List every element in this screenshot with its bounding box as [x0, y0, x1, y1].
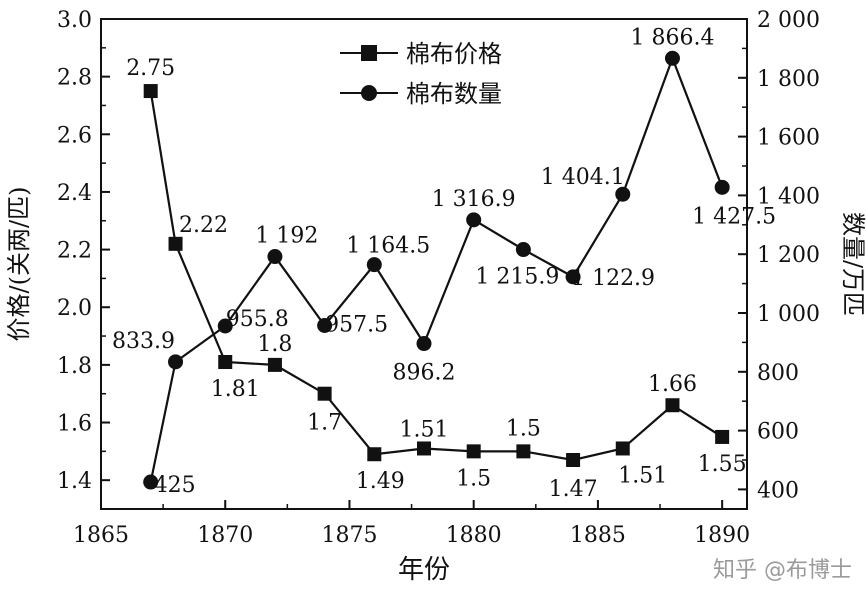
price-point	[615, 441, 630, 456]
x-axis-label: 年份	[398, 555, 450, 585]
y-right-tick-label: 1 800	[757, 67, 820, 92]
y-left-tick-label: 1.8	[57, 354, 92, 379]
y-axis-label-right: 数量/万匹	[839, 212, 866, 316]
quantity-data-label: 1 164.5	[346, 234, 430, 259]
quantity-point	[416, 336, 432, 352]
x-tick-label: 1870	[197, 523, 253, 548]
price-data-label: 1.55	[698, 452, 747, 477]
price-data-label: 1.7	[307, 411, 342, 436]
price-point	[218, 355, 233, 369]
legend: 棉布价格 棉布数量	[340, 40, 502, 108]
quantity-point	[466, 212, 482, 228]
quantity-data-label: 957.5	[325, 312, 388, 337]
legend-quantity-label: 棉布数量	[406, 80, 502, 108]
y-left-tick-label: 2.4	[57, 181, 92, 206]
legend-price-label: 棉布价格	[406, 40, 502, 68]
plot-frame	[100, 18, 748, 510]
y-left-tick-label: 1.4	[57, 469, 92, 494]
y-left-tick-label: 2.6	[57, 123, 92, 148]
quantity-data-label: 955.8	[226, 307, 289, 332]
price-point	[317, 386, 332, 401]
quantity-data-label: 1 316.9	[432, 187, 516, 212]
y-left-tick-label: 2.0	[57, 296, 92, 321]
y-right-tick-label: 600	[757, 420, 799, 445]
price-point	[665, 398, 680, 413]
quantity-point	[714, 179, 730, 195]
series-layer	[143, 50, 730, 490]
quantity-data-label: 1 427.5	[692, 204, 776, 229]
quantity-point	[168, 354, 184, 370]
x-tick-label: 1880	[446, 523, 502, 548]
quantity-point	[143, 474, 159, 490]
price-data-label: 1.81	[211, 377, 260, 402]
y-left-tick-label: 3.0	[57, 8, 92, 33]
y-right-tick-label: 2 000	[757, 8, 820, 33]
price-data-label: 1.47	[549, 477, 598, 502]
legend-quantity-marker	[361, 85, 377, 101]
y-right-tick-label: 800	[757, 361, 799, 386]
y-right-tick-label: 1 000	[757, 302, 820, 327]
y-axis-label-left: 价格/(关两/匹)	[5, 187, 33, 342]
quantity-data-label: 1 215.9	[475, 265, 559, 290]
price-point	[143, 84, 158, 99]
y-right-tick-label: 1 600	[757, 126, 820, 151]
quantity-point	[515, 242, 531, 258]
quantity-point	[317, 317, 333, 333]
price-data-label: 2.75	[126, 56, 175, 81]
price-point	[466, 444, 481, 459]
quantity-point	[664, 50, 680, 66]
quantity-data-label: 1 122.9	[571, 266, 655, 291]
price-data-label: 1.51	[618, 463, 667, 488]
price-point	[715, 429, 730, 444]
quantity-data-label: 1 192	[255, 224, 318, 249]
price-point	[367, 447, 382, 462]
price-data-label: 1.66	[648, 372, 697, 397]
y-right-tick-label: 400	[757, 478, 799, 503]
data-labels: 2.75 2.22 1.81 1.8 1.7 1.49 1.51 1.5 1.5 1.47 1.51…	[112, 25, 776, 502]
quantity-point	[366, 257, 382, 273]
quantity-data-label: 1 866.4	[630, 25, 714, 50]
quantity-data-label: 1 404.1	[541, 165, 625, 190]
quantity-point	[565, 269, 581, 285]
legend-price-marker	[361, 45, 377, 61]
x-tick-label: 1885	[570, 523, 626, 548]
price-data-label: 2.22	[179, 213, 228, 238]
x-tick-label: 1890	[694, 523, 750, 548]
price-data-label: 1.51	[400, 417, 449, 442]
price-data-label: 1.49	[356, 469, 405, 494]
quantity-data-label: 896.2	[393, 361, 456, 386]
y-right-tick-label: 1 400	[757, 184, 820, 209]
y-left-tick-label: 2.8	[57, 66, 92, 91]
y-left-tick-label: 2.2	[57, 239, 92, 264]
y-left-tick-label: 1.6	[57, 412, 92, 437]
quantity-point	[217, 318, 233, 334]
price-data-label: 1.8	[257, 332, 292, 357]
quantity-data-label: 833.9	[112, 329, 175, 354]
watermark: 知乎 @布博士	[713, 558, 852, 583]
x-tick-label: 1875	[321, 523, 377, 548]
price-data-label: 1.5	[506, 416, 541, 441]
quantity-point	[615, 186, 631, 202]
x-tick-label: 1865	[73, 523, 129, 548]
quantity-data-label: 425	[154, 473, 196, 498]
y-right-tick-label: 1 200	[757, 243, 820, 268]
price-point	[566, 453, 581, 467]
price-point	[168, 236, 183, 251]
quantity-point	[267, 249, 283, 265]
price-data-label: 1.5	[456, 466, 491, 491]
axis-ticks: 1865 1870 1875 1880 1885 18901.41.61.82.02.22…	[57, 8, 820, 548]
price-point	[267, 357, 282, 372]
price-point	[417, 441, 431, 456]
price-point	[516, 444, 531, 459]
